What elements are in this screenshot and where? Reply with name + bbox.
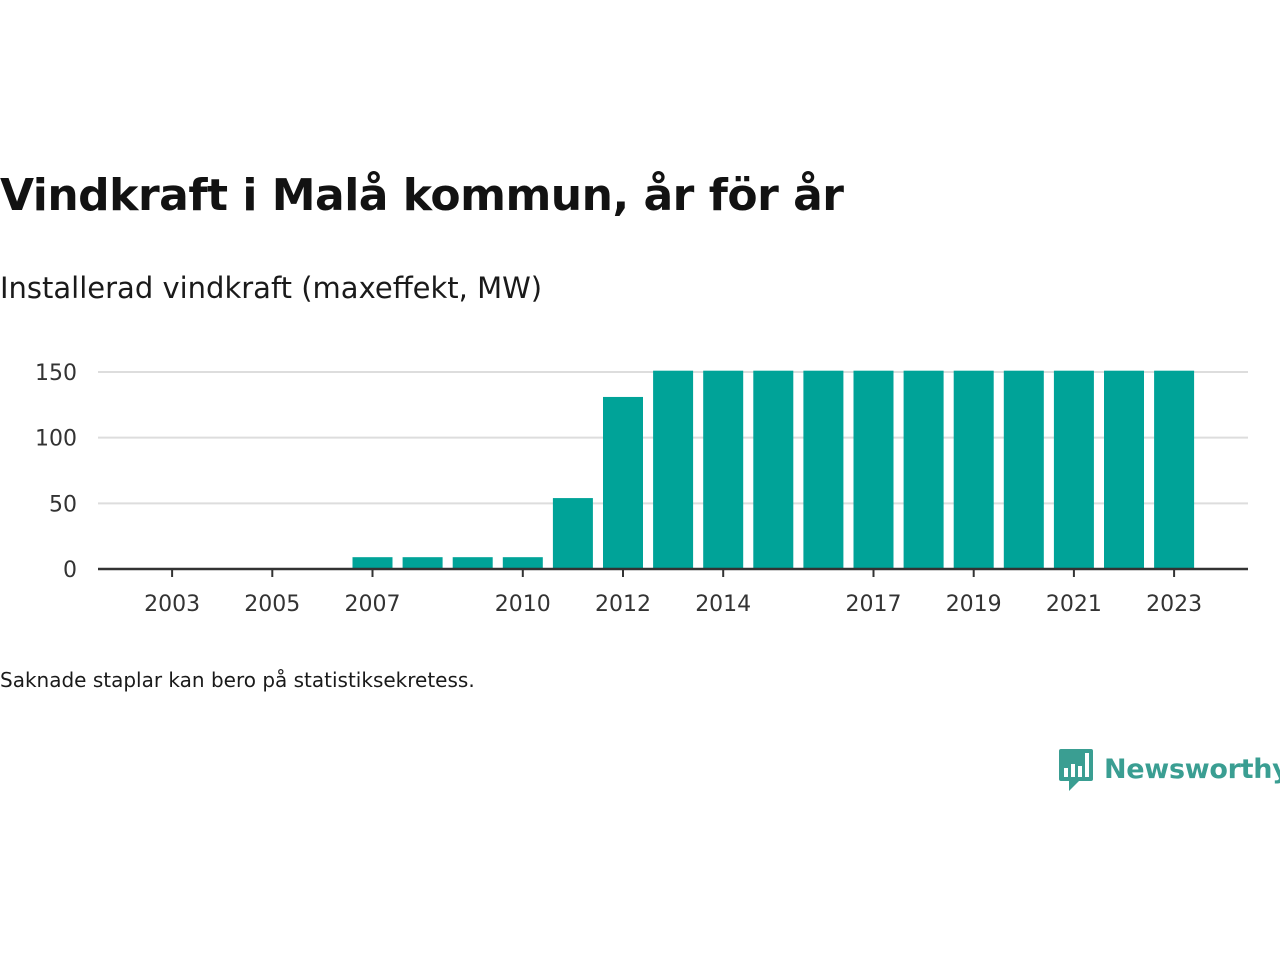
- x-tick-label-2017: 2017: [846, 592, 902, 617]
- bar-2013: [653, 370, 694, 569]
- x-axis-ticks: 2003 2005 2007 2010 2012 2014 2017 2019 2021 2023: [144, 569, 1202, 617]
- x-tick-label-2023: 2023: [1146, 592, 1202, 617]
- bar-2009: [452, 557, 493, 569]
- bar-2020: [1003, 370, 1044, 569]
- bar-2023: [1154, 370, 1195, 569]
- bar-2022: [1104, 370, 1144, 569]
- y-tick-label-50: 50: [49, 492, 77, 517]
- y-tick-label-0: 0: [63, 558, 77, 583]
- logo-wordmark: Newsworthy: [1104, 753, 1280, 785]
- x-tick-label-2021: 2021: [1046, 592, 1102, 617]
- y-tick-label-100: 100: [35, 427, 77, 452]
- footnote: Saknade staplar kan bero på statistiksek…: [0, 668, 475, 692]
- chart-title: Vindkraft i Malå kommun, år för år: [0, 170, 844, 221]
- bar-2014: [703, 370, 744, 569]
- bars: [352, 370, 1195, 569]
- bar-2011: [552, 498, 593, 569]
- x-tick-label-2007: 2007: [345, 592, 401, 617]
- bar-2010: [502, 557, 543, 569]
- x-tick-label-2012: 2012: [595, 592, 651, 617]
- newsworthy-logo-icon: [1059, 749, 1093, 791]
- chart-subtitle: Installerad vindkraft (maxeffekt, MW): [0, 271, 543, 305]
- x-tick-label-2003: 2003: [144, 592, 200, 617]
- bar-2019: [953, 370, 994, 569]
- bar-2021: [1053, 370, 1094, 569]
- x-tick-label-2010: 2010: [495, 592, 551, 617]
- x-tick-label-2019: 2019: [946, 592, 1002, 617]
- bar-2017: [853, 370, 894, 569]
- y-tick-label-150: 150: [35, 361, 77, 386]
- y-axis-ticks: 0 50 100 150: [35, 361, 77, 583]
- bar-2018: [903, 370, 944, 569]
- bar-2012: [603, 396, 643, 569]
- bar-2007: [352, 557, 393, 569]
- bar-2015: [753, 370, 794, 569]
- newsworthy-logo: Newsworthy: [1058, 746, 1280, 792]
- bar-2016: [803, 370, 844, 569]
- x-tick-label-2005: 2005: [244, 592, 300, 617]
- x-tick-label-2014: 2014: [695, 592, 751, 617]
- bar-2008: [402, 557, 443, 569]
